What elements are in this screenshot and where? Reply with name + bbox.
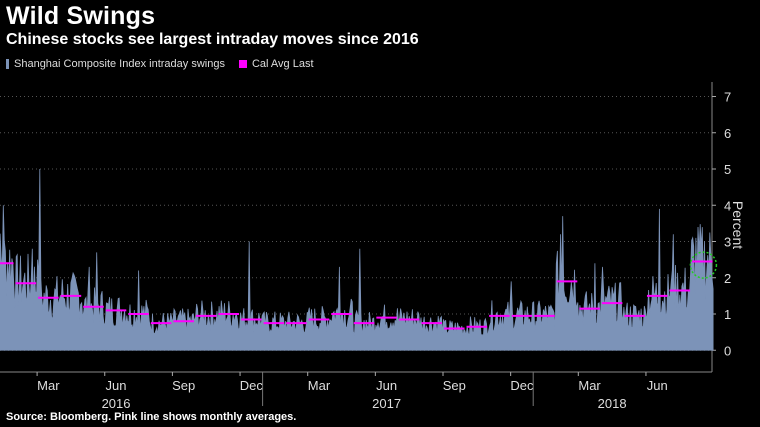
x-tick-label: Sep [172,378,195,393]
year-label: 2017 [372,396,401,411]
legend-item-series: Shanghai Composite Index intraday swings [6,58,225,70]
chart-title: Wild Swings [6,2,156,30]
y-tick-label: 0 [724,343,731,358]
average-series-swatch [238,60,247,68]
y-tick-label: 7 [724,90,731,105]
y-tick-label: 2 [724,271,731,286]
legend-series-label: Shanghai Composite Index intraday swings [14,58,225,70]
chart-subtitle: Chinese stocks see largest intraday move… [6,31,419,48]
x-tick-label: Mar [37,378,60,393]
y-tick-label: 6 [724,126,731,141]
x-tick-label: Mar [308,378,331,393]
x-tick-label: Jun [376,378,397,393]
year-label: 2016 [102,396,131,411]
x-tick-label: Sep [443,378,466,393]
year-label: 2018 [598,396,627,411]
x-tick-label: Dec [240,378,264,393]
y-tick-label: 3 [724,235,731,250]
legend-average-label: Cal Avg Last [251,58,314,70]
legend-item-average: Cal Avg Last [238,58,314,70]
intraday-swings-area [0,168,714,351]
source-note: Source: Bloomberg. Pink line shows month… [6,411,297,423]
highlight-circle [689,251,718,279]
x-tick-label: Jun [647,378,668,393]
y-axis-label: Percent [730,200,746,250]
x-tick-label: Mar [578,378,601,393]
y-tick-label: 4 [724,198,731,213]
legend: Shanghai Composite Index intraday swings… [6,57,328,71]
area-series-swatch [6,59,9,69]
x-tick-label: Jun [106,378,127,393]
y-tick-label: 1 [724,307,731,322]
x-tick-label: Dec [510,378,534,393]
y-tick-label: 5 [724,162,731,177]
